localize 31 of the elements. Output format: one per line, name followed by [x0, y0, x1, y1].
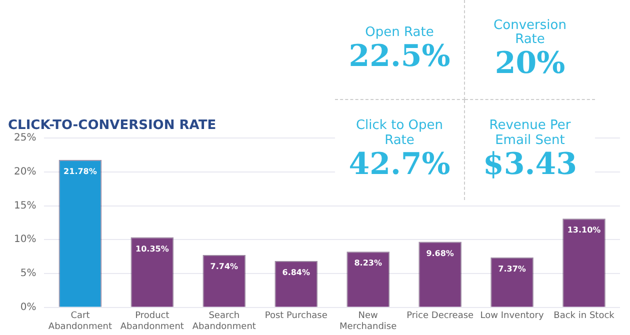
x-tick-label: Low Inventory: [480, 311, 544, 322]
annotation: $3.43: [483, 146, 577, 182]
x-tick-label: Product Abandonment: [120, 311, 184, 332]
x-tick-label: New Merchandise: [340, 311, 398, 332]
data-label: 9.68%: [426, 248, 454, 258]
y-tick-label: 25%: [14, 132, 36, 144]
chart-title: CLICK-TO-CONVERSION RATE: [8, 118, 216, 133]
x-tick-label: Price Decrease: [406, 311, 474, 322]
data-label: 6.84%: [282, 268, 310, 278]
data-label: 21.78%: [64, 166, 97, 176]
annotation: 42.7%: [348, 146, 450, 182]
data-label: 8.23%: [354, 258, 382, 268]
text: 20%: [494, 46, 566, 82]
annotation: Click to Open Rate: [354, 118, 444, 148]
x-tick-label: Search Abandonment: [192, 311, 256, 332]
x-tick-label: Back in Stock: [554, 311, 616, 322]
y-tick-label: 5%: [20, 268, 36, 280]
text: Conversion Rate: [492, 18, 568, 48]
data-label: 7.37%: [498, 264, 526, 274]
y-tick-label: 0%: [20, 302, 36, 313]
x-tick-label: Post Purchase: [264, 311, 328, 322]
data-label: 13.10%: [567, 226, 601, 235]
data-label: 7.74%: [210, 262, 238, 272]
y-tick-label: 10%: [14, 234, 36, 246]
data-label: 10.35%: [136, 244, 169, 254]
annotation: Revenue Per Email Sent: [488, 118, 572, 148]
y-tick-label: 15%: [14, 200, 36, 212]
y-tick-label: 20%: [14, 166, 36, 178]
text: Open Rate: [365, 24, 434, 40]
x-tick-label: Cart Abandonment: [48, 311, 112, 332]
text: 22.5%: [348, 39, 450, 74]
